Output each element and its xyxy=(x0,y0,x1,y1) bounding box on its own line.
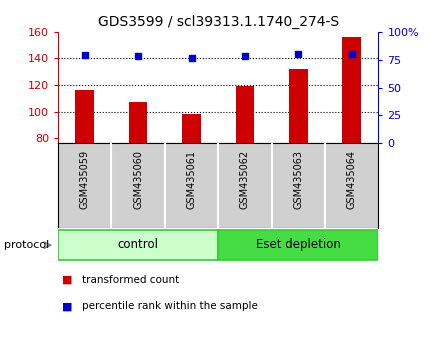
Text: ■: ■ xyxy=(62,301,73,311)
Text: ■: ■ xyxy=(62,275,73,285)
Bar xyxy=(342,37,361,143)
Text: GSM435060: GSM435060 xyxy=(133,150,143,209)
Text: GSM435059: GSM435059 xyxy=(80,150,90,209)
Text: transformed count: transformed count xyxy=(82,275,179,285)
Bar xyxy=(289,69,307,143)
Bar xyxy=(236,86,254,143)
Text: GSM435064: GSM435064 xyxy=(347,150,357,209)
Bar xyxy=(218,230,378,260)
Title: GDS3599 / scl39313.1.1740_274-S: GDS3599 / scl39313.1.1740_274-S xyxy=(98,15,339,29)
Bar xyxy=(182,114,201,143)
Text: control: control xyxy=(118,238,159,251)
Text: protocol: protocol xyxy=(4,240,49,250)
Text: percentile rank within the sample: percentile rank within the sample xyxy=(82,301,258,311)
Text: GSM435061: GSM435061 xyxy=(187,150,197,209)
Text: Eset depletion: Eset depletion xyxy=(256,238,341,251)
Bar xyxy=(129,102,147,143)
Bar xyxy=(58,230,218,260)
Text: GSM435062: GSM435062 xyxy=(240,150,250,209)
Bar xyxy=(75,90,94,143)
Text: GSM435063: GSM435063 xyxy=(293,150,303,209)
